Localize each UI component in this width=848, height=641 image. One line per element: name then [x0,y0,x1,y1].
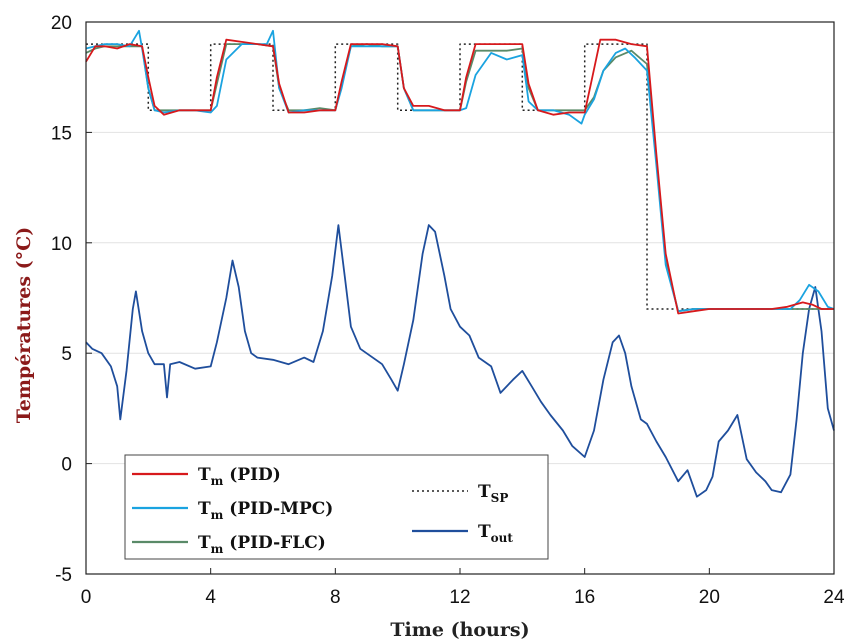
y-tick-label: 10 [51,234,72,255]
legend-item-tm-pid: Tm (PID) [132,465,281,488]
y-tick-label: 15 [51,123,72,144]
legend-label: Tout [478,522,513,545]
y-tick-label: -5 [55,565,72,586]
legend-box [124,454,549,560]
x-tick-label: 24 [823,587,845,608]
legend-label: Tm (PID-FLC) [198,533,326,556]
legend: Tm (PID) Tm (PID-MPC) Tm (PID-FLC) TSP Tout [124,454,549,560]
series-line-tsp [86,43,834,310]
legend-item-tsp: TSP [412,482,508,505]
y-axis-label: Températures (°C) [13,227,35,423]
x-tick-label: 4 [205,587,216,608]
axis-ticks: 0 4 8 12 16 20 24 -5 0 5 10 15 20 [51,13,845,608]
x-tick-label: 12 [449,587,470,608]
x-tick-label: 20 [699,587,720,608]
legend-item-tm-pid-mpc: Tm (PID-MPC) [132,499,333,522]
series-line-tm-pid [85,38,834,315]
legend-label: Tm (PID-MPC) [198,499,333,522]
series-layer [85,29,835,498]
series-line-tout [85,224,835,498]
y-tick-label: 20 [51,13,72,34]
legend-item-tout: Tout [412,522,513,545]
legend-label: TSP [478,482,508,505]
y-tick-label: 5 [61,344,72,365]
x-tick-label: 16 [574,587,595,608]
x-tick-label: 0 [81,587,92,608]
x-tick-label: 8 [330,587,341,608]
y-tick-label: 0 [61,455,72,476]
legend-item-tm-pid-flc: Tm (PID-FLC) [132,533,326,556]
legend-label: Tm (PID) [198,465,281,488]
x-axis-label: Time (hours) [390,619,529,641]
